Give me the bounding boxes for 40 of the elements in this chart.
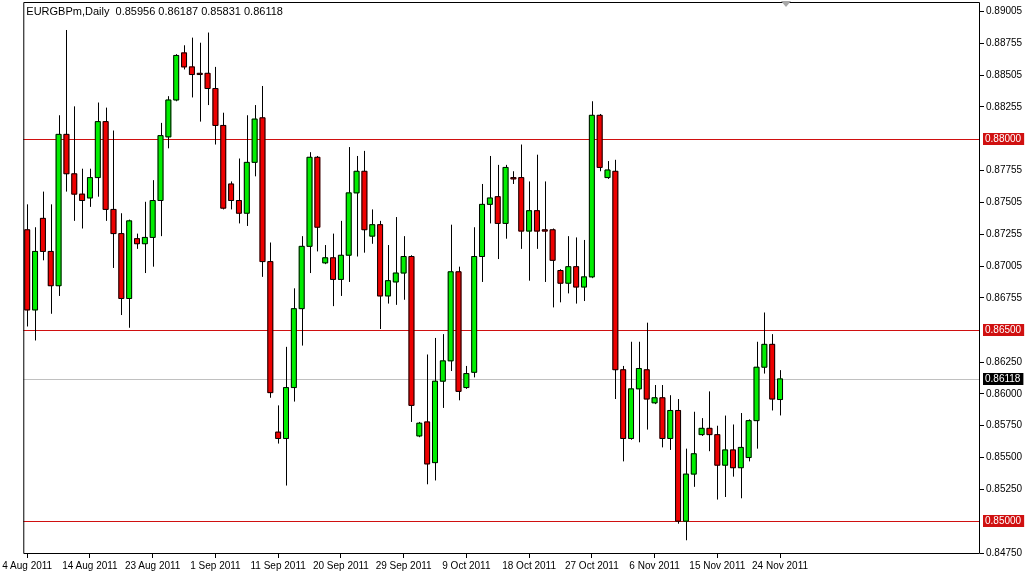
x-tick-label: 4 Aug 2011: [2, 559, 53, 571]
candlestick: [596, 113, 603, 172]
x-tick-label: 9 Oct 2011: [442, 559, 491, 571]
y-tick-label: 0.87505: [986, 196, 1023, 208]
y-tick-label: 0.84750: [986, 546, 1023, 558]
x-tick-label: 15 Nov 2011: [689, 559, 746, 571]
chart-title: EURGBPm,Daily 0.85956 0.86187 0.85831 0.86118: [26, 4, 283, 17]
y-tick-label: 0.87005: [986, 259, 1023, 271]
y-tick-label: 0.86000: [986, 387, 1023, 399]
candlestick: [580, 239, 587, 302]
ref-line-label: 0.85000: [985, 515, 1022, 527]
candlestick: [322, 244, 329, 265]
x-tick-label: 6 Nov 2011: [629, 559, 681, 571]
x-tick-label: 1 Sep 2011: [190, 559, 242, 571]
x-tick-label: 24 Nov 2011: [752, 559, 809, 571]
y-tick-label: 0.88755: [986, 37, 1023, 49]
y-tick-label: 0.88255: [986, 100, 1023, 112]
candlestick: [283, 346, 289, 487]
candlestick: [690, 411, 697, 488]
y-tick-label: 0.86755: [986, 291, 1023, 303]
y-tick-label: 0.86250: [986, 355, 1023, 367]
y-tick-label: 0.85250: [986, 483, 1023, 495]
x-tick-label: 11 Sep 2011: [250, 559, 307, 571]
candlestick: [471, 226, 478, 378]
y-tick-label: 0.87755: [986, 164, 1023, 176]
ref-line-label: 0.86500: [985, 324, 1022, 336]
y-tick-label: 0.88505: [986, 68, 1023, 80]
y-tick-label: 0.89005: [986, 5, 1023, 17]
y-tick-label: 0.87255: [986, 227, 1023, 239]
x-tick-label: 27 Oct 2011: [564, 559, 620, 571]
x-tick-label: 29 Sep 2011: [375, 559, 433, 571]
candlestick: [729, 423, 736, 478]
x-tick-label: 14 Aug 2011: [62, 559, 119, 571]
y-tick-label: 0.85500: [986, 451, 1023, 463]
y-tick-label: 0.85750: [986, 419, 1023, 431]
ref-line-label: 0.88000: [985, 133, 1022, 145]
x-tick-label: 18 Oct 2011: [502, 559, 557, 571]
x-tick-label: 20 Sep 2011: [312, 559, 370, 571]
x-tick-label: 23 Aug 2011: [124, 559, 181, 571]
ref-line-label: 0.86118: [985, 373, 1021, 385]
